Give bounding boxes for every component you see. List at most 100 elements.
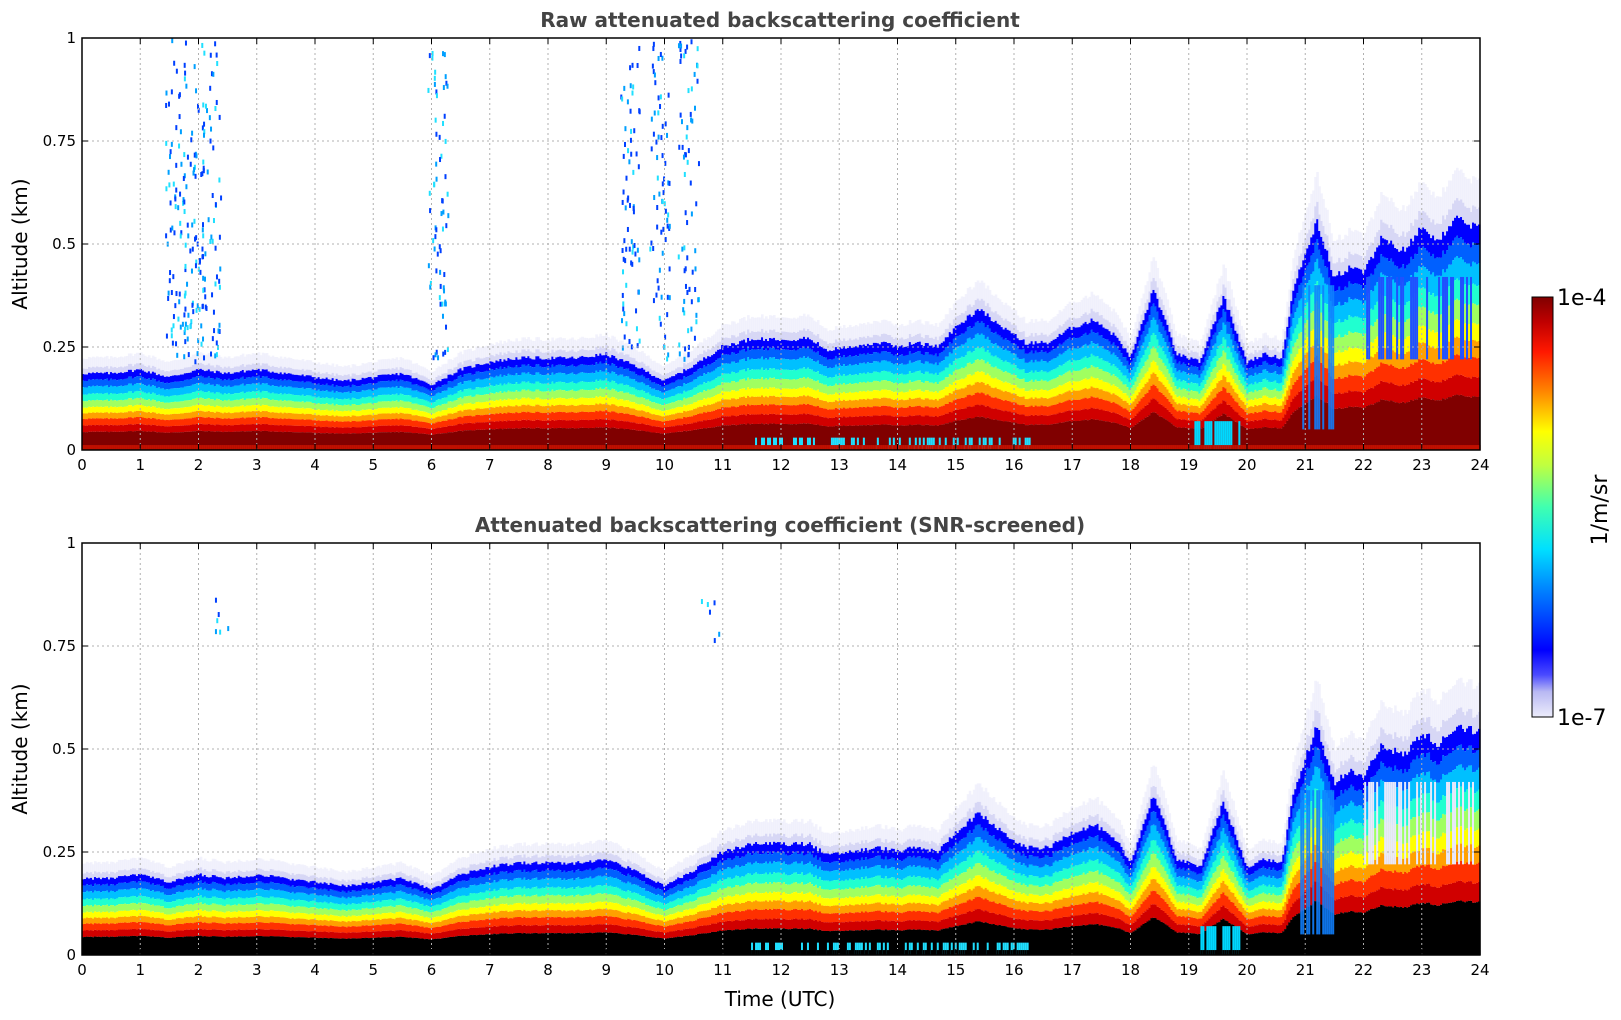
heatmap-cell bbox=[443, 420, 447, 427]
heatmap-cell bbox=[453, 431, 457, 450]
heatmap-cell bbox=[93, 367, 97, 374]
heatmap-cell bbox=[493, 370, 497, 378]
heatmap-cell bbox=[489, 445, 493, 450]
heatmap-cell bbox=[387, 432, 391, 450]
heatmap-cell bbox=[453, 407, 457, 413]
heatmap-cell bbox=[441, 391, 445, 399]
heatmap-cell bbox=[311, 383, 315, 390]
heatmap-cell bbox=[373, 445, 377, 450]
heatmap-cell bbox=[461, 405, 465, 412]
heatmap-cell bbox=[635, 403, 638, 410]
heatmap-cell bbox=[115, 394, 119, 401]
heatmap-cell bbox=[301, 374, 305, 381]
heatmap-cell bbox=[373, 420, 377, 427]
heatmap-cell bbox=[425, 422, 429, 429]
heatmap-cell bbox=[119, 356, 123, 367]
heatmap-cell bbox=[525, 351, 528, 358]
heatmap-cell bbox=[655, 377, 658, 384]
heatmap-cell bbox=[317, 420, 321, 427]
heatmap-cell bbox=[163, 432, 167, 450]
heatmap-cell bbox=[443, 397, 447, 404]
heatmap-cell bbox=[459, 430, 463, 450]
heatmap-cell bbox=[351, 433, 355, 450]
heatmap-cell bbox=[451, 445, 455, 450]
heatmap-cell bbox=[253, 391, 257, 399]
heatmap-cell bbox=[355, 445, 359, 450]
heatmap-cell bbox=[527, 419, 530, 428]
heatmap-cell bbox=[613, 411, 616, 420]
heatmap-cell bbox=[397, 381, 401, 389]
heatmap-cell bbox=[245, 424, 249, 432]
heatmap-cell bbox=[597, 372, 600, 382]
heatmap-cell bbox=[645, 366, 648, 372]
heatmap-cell bbox=[233, 445, 237, 450]
heatmap-cell bbox=[361, 363, 365, 373]
heatmap-cell bbox=[477, 378, 481, 388]
heatmap-cell bbox=[521, 349, 524, 357]
heatmap-cell bbox=[369, 383, 373, 390]
heatmap-cell bbox=[407, 395, 411, 402]
heatmap-cell bbox=[177, 381, 181, 389]
heatmap-cell bbox=[121, 357, 125, 368]
heatmap-cell bbox=[459, 390, 463, 398]
heatmap-cell bbox=[609, 428, 612, 450]
heatmap-cell bbox=[93, 379, 97, 387]
heatmap-cell bbox=[509, 420, 512, 429]
heatmap-cell bbox=[169, 402, 173, 409]
heatmap-cell bbox=[101, 431, 105, 450]
heatmap-cell bbox=[515, 350, 518, 358]
heatmap-cell bbox=[111, 400, 115, 408]
heatmap-cell bbox=[167, 409, 171, 415]
heatmap-cell bbox=[431, 380, 435, 386]
heatmap-cell bbox=[249, 392, 253, 399]
heatmap-cell bbox=[561, 390, 564, 399]
heatmap-cell bbox=[109, 372, 113, 379]
heatmap-cell bbox=[505, 368, 508, 377]
heatmap-cell bbox=[469, 395, 473, 403]
heatmap-cell bbox=[405, 413, 409, 420]
heatmap-cell bbox=[403, 419, 407, 426]
heatmap-cell bbox=[531, 367, 534, 375]
heatmap-cell bbox=[483, 414, 487, 423]
heatmap-cell bbox=[211, 424, 215, 432]
heatmap-cell bbox=[89, 379, 93, 387]
heatmap-cell bbox=[511, 384, 514, 392]
heatmap-cell bbox=[413, 378, 417, 385]
heatmap-cell bbox=[449, 425, 453, 433]
heatmap-cell bbox=[145, 425, 149, 432]
heatmap-cell bbox=[499, 366, 502, 375]
heatmap-cell bbox=[549, 367, 552, 376]
heatmap-cell bbox=[317, 414, 321, 421]
heatmap-cell bbox=[617, 445, 620, 450]
heatmap-cell bbox=[95, 412, 99, 419]
heatmap-cell bbox=[291, 368, 295, 375]
heatmap-cell bbox=[123, 372, 127, 379]
heatmap-cell bbox=[545, 412, 548, 421]
heatmap-cell bbox=[84, 374, 87, 381]
heatmap-cell bbox=[403, 381, 407, 388]
heatmap-cell bbox=[605, 378, 608, 387]
heatmap-cell bbox=[137, 391, 141, 398]
heatmap-cell bbox=[581, 404, 584, 412]
heatmap-cell bbox=[413, 420, 417, 427]
heatmap-cell bbox=[557, 364, 560, 373]
heatmap-cell bbox=[659, 404, 662, 411]
heatmap-cell bbox=[599, 379, 602, 388]
heatmap-cell bbox=[317, 396, 321, 404]
heatmap-cell bbox=[487, 370, 491, 379]
heatmap-cell bbox=[487, 445, 491, 450]
heatmap-cell bbox=[577, 390, 580, 399]
heatmap-cell bbox=[375, 409, 379, 415]
heatmap-cell bbox=[121, 445, 125, 450]
heatmap-cell bbox=[323, 404, 327, 411]
heatmap-cell bbox=[543, 399, 546, 407]
heatmap-cell bbox=[211, 365, 215, 372]
heatmap-cell bbox=[579, 349, 582, 357]
heatmap-cell bbox=[147, 406, 151, 412]
heatmap-cell bbox=[427, 422, 431, 429]
heatmap-cell bbox=[593, 390, 596, 399]
heatmap-cell bbox=[545, 420, 548, 429]
heatmap-cell bbox=[513, 406, 516, 414]
heatmap-cell bbox=[241, 431, 245, 450]
heatmap-cell bbox=[379, 359, 383, 370]
